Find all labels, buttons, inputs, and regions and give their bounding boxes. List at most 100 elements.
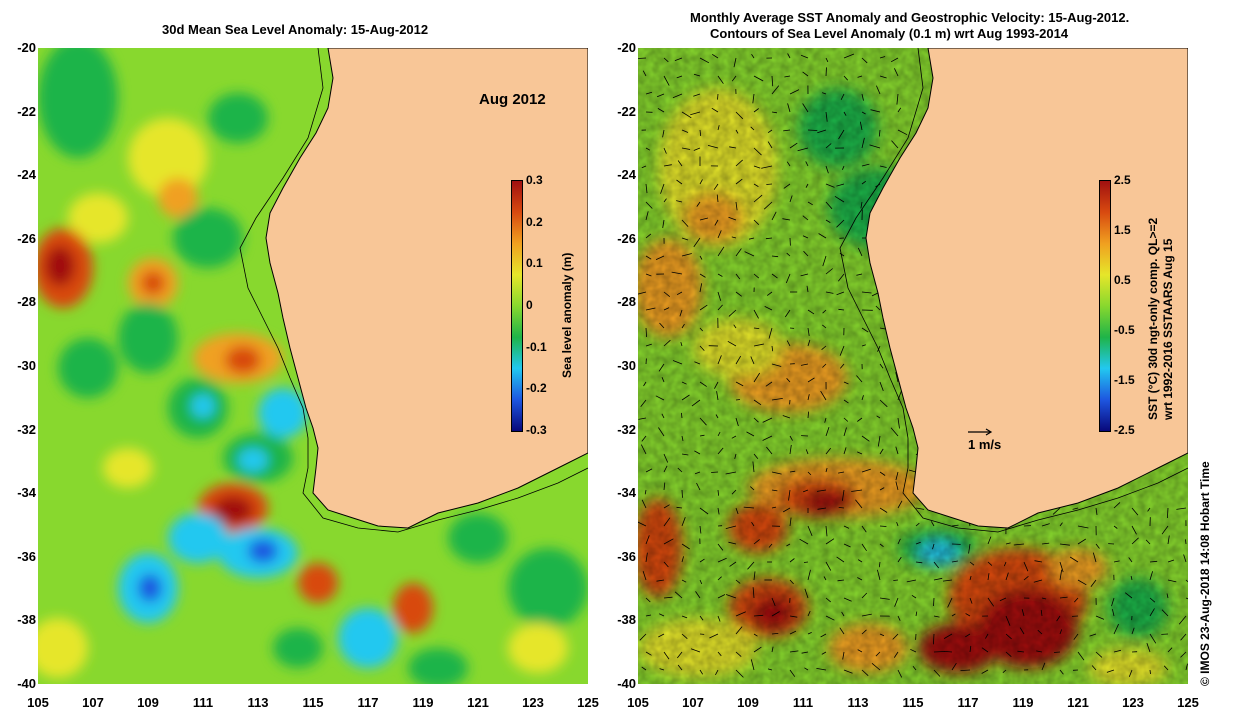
velocity-vector (1149, 669, 1151, 675)
velocity-vector (641, 666, 647, 671)
right-panel-title-line2: Contours of Sea Level Anomaly (0.1 m) wr… (710, 26, 1069, 41)
velocity-vector (807, 327, 810, 336)
velocity-vector (1124, 592, 1133, 599)
left-ytick-label: -28 (17, 294, 36, 310)
velocity-vector (1005, 572, 1009, 581)
velocity-vector (1059, 669, 1064, 675)
velocity-vector (753, 372, 761, 383)
right-xtick-label: 109 (737, 695, 759, 710)
right-xtick-label: 113 (847, 695, 869, 710)
velocity-vector (981, 669, 989, 674)
velocity-vector (766, 291, 773, 296)
velocity-vector (857, 577, 863, 581)
velocity-vector (1131, 627, 1135, 635)
velocity-vector (1149, 608, 1155, 617)
velocity-vector (1059, 522, 1063, 527)
ssla-colorbar-tick: -0.3 (526, 423, 547, 437)
velocity-vector (717, 93, 719, 100)
velocity-vector (693, 93, 701, 97)
velocity-vector (681, 394, 690, 401)
velocity-vector (645, 614, 652, 617)
velocity-vector (838, 129, 845, 140)
velocity-vector (1023, 561, 1029, 572)
velocity-vector (879, 363, 884, 369)
velocity-vector (861, 327, 869, 333)
velocity-vector (943, 651, 953, 653)
velocity-vector (797, 147, 809, 152)
velocity-vector (805, 449, 809, 455)
left-xtick-label: 111 (192, 695, 214, 710)
velocity-vector (711, 53, 719, 59)
right-xtick-label: 125 (1177, 695, 1199, 710)
continental-shelf-contour (239, 48, 588, 533)
velocity-vector (861, 543, 867, 552)
velocity-vector (728, 309, 737, 317)
velocity-vector (663, 339, 671, 347)
right-ytick-label: -26 (617, 230, 636, 246)
velocity-vector (825, 525, 828, 537)
velocity-vector (717, 447, 724, 455)
velocity-vector (1059, 629, 1063, 635)
velocity-vector (933, 615, 940, 618)
velocity-vector (786, 378, 791, 383)
left-xtick-label: 119 (412, 695, 434, 710)
velocity-vector (860, 201, 863, 209)
velocity-vector (676, 179, 683, 185)
ssla-map-svg (38, 48, 588, 684)
left-ytick-label: -22 (17, 103, 36, 119)
velocity-vector (753, 147, 762, 156)
velocity-vector (987, 536, 992, 545)
velocity-vector (663, 453, 669, 463)
velocity-vector (804, 588, 809, 599)
velocity-vector (1167, 647, 1173, 653)
velocity-vector (694, 361, 701, 365)
velocity-vector (717, 576, 722, 581)
velocity-vector (752, 93, 755, 104)
left-ytick-label: -36 (17, 548, 36, 564)
velocity-vector (660, 183, 665, 194)
velocity-vector (752, 587, 755, 599)
velocity-vector (714, 381, 719, 389)
velocity-vector (771, 506, 777, 509)
velocity-vector (765, 381, 773, 387)
velocity-vector (861, 57, 868, 64)
velocity-vector (1072, 507, 1079, 510)
velocity-vector (1131, 507, 1139, 516)
velocity-vector (771, 363, 782, 367)
velocity-vector (731, 489, 737, 495)
velocity-vector (696, 201, 701, 207)
right-ytick-label: -20 (617, 40, 636, 55)
velocity-vector (690, 111, 701, 116)
velocity-vector (1074, 597, 1079, 603)
velocity-vector (681, 412, 683, 419)
velocity-vector (933, 577, 943, 581)
velocity-vector (857, 451, 863, 455)
velocity-vector (717, 651, 722, 657)
velocity-vector (1131, 525, 1137, 535)
velocity-vector (771, 646, 774, 653)
velocity-vector (767, 668, 773, 671)
velocity-vector (699, 615, 704, 621)
velocity-vector (663, 75, 670, 86)
velocity-vector (663, 465, 668, 473)
velocity-vector (933, 651, 945, 653)
velocity-vector (743, 506, 755, 509)
velocity-vector (861, 592, 868, 599)
velocity-vector (771, 471, 782, 475)
velocity-vector (861, 180, 867, 185)
velocity-vector (699, 129, 702, 137)
velocity-vector (787, 103, 791, 113)
velocity-vector (820, 633, 827, 638)
velocity-vector (639, 633, 647, 641)
velocity-vector (895, 372, 899, 383)
velocity-vector (861, 137, 865, 149)
velocity-vector (789, 142, 798, 149)
velocity-vector (645, 307, 656, 311)
left-xtick-label: 125 (577, 695, 599, 710)
velocity-vector (753, 539, 760, 545)
velocity-vector (699, 558, 705, 563)
sst-colorbar-tick: 1.5 (1114, 223, 1131, 237)
geostrophic-velocity-vectors (638, 53, 1188, 678)
velocity-vector (735, 579, 741, 584)
velocity-vector (771, 597, 776, 607)
